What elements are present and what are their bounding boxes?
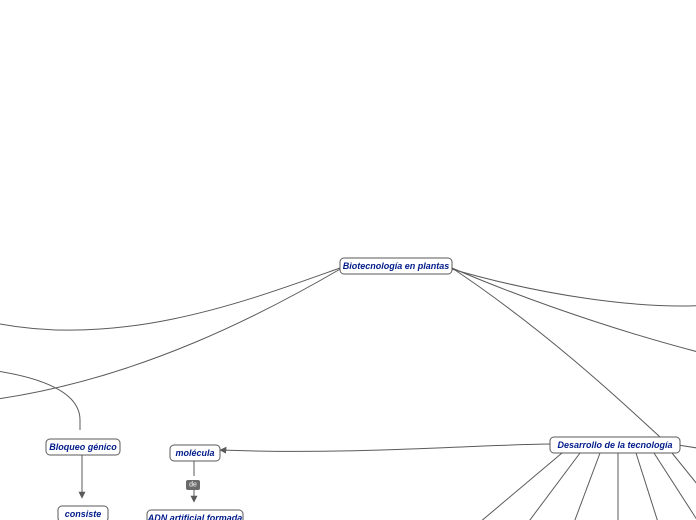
node-root[interactable]: Biotecnología en plantas: [340, 258, 452, 274]
edge-12: [560, 453, 600, 520]
edge-11: [500, 453, 580, 520]
node-adn[interactable]: ADN artificial formada: [147, 510, 243, 520]
edge-7: [220, 444, 552, 451]
node-label-molecula: molécula: [175, 448, 214, 458]
node-molecula[interactable]: molécula: [170, 445, 220, 461]
link-label-de: de: [186, 480, 200, 490]
node-desarrollo[interactable]: Desarrollo de la tecnología: [550, 437, 680, 453]
node-label-adn: ADN artificial formada: [147, 513, 243, 520]
link-label-text-de: de: [189, 482, 197, 489]
node-label-root: Biotecnología en plantas: [343, 261, 450, 271]
edge-15: [654, 453, 696, 520]
concept-map: de Biotecnología en plantas Bloqueo génic…: [0, 0, 696, 520]
edge-10: [435, 453, 562, 520]
edge-17: [678, 445, 696, 450]
node-label-bloqueo: Bloqueo génico: [49, 442, 117, 452]
node-bloqueo[interactable]: Bloqueo génico: [46, 439, 120, 455]
edge-0: [0, 268, 340, 330]
node-consiste[interactable]: consiste: [58, 506, 108, 520]
edge-14: [636, 453, 670, 520]
node-label-desarrollo: Desarrollo de la tecnología: [557, 440, 672, 450]
edge-3: [452, 268, 696, 355]
edge-5: [0, 370, 80, 430]
node-label-consiste: consiste: [65, 509, 102, 519]
edge-1: [0, 268, 342, 400]
edge-2: [448, 268, 696, 306]
edge-16: [672, 453, 696, 500]
